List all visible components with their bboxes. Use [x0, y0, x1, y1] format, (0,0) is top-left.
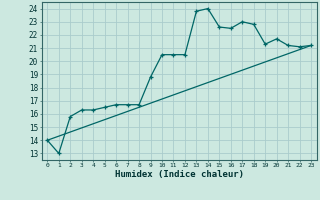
X-axis label: Humidex (Indice chaleur): Humidex (Indice chaleur): [115, 170, 244, 179]
